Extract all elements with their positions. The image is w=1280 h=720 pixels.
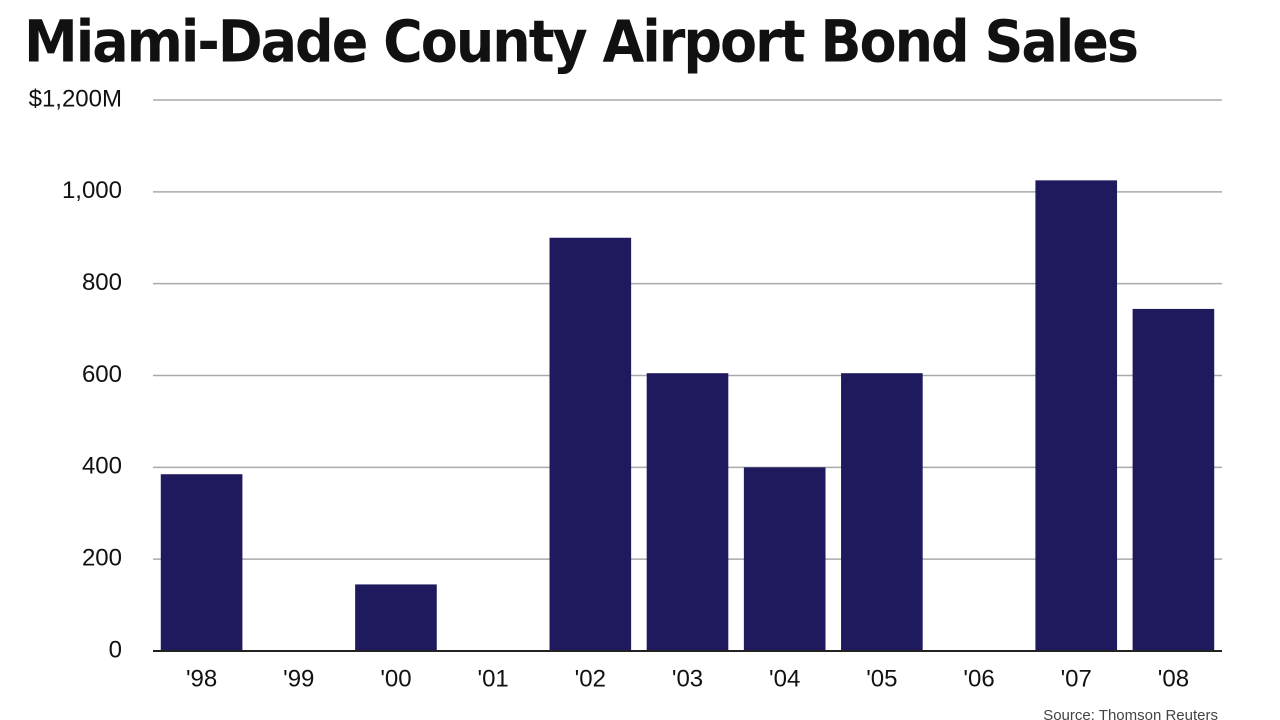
x-tick-label: '99: [283, 665, 314, 692]
x-tick-label: '03: [672, 665, 703, 692]
y-tick-label: 400: [82, 453, 122, 480]
x-tick-label: '07: [1061, 665, 1092, 692]
chart-title: Miami-Dade County Airport Bond Sales: [24, 9, 1137, 76]
bar: [841, 373, 923, 651]
x-tick-label: '01: [477, 665, 508, 692]
bar: [1035, 180, 1118, 651]
source-note: Source: Thomson Reuters: [1043, 707, 1218, 720]
bar: [355, 584, 437, 651]
x-tick-label: '00: [380, 665, 411, 692]
y-tick-label: 0: [109, 636, 122, 663]
bar: [160, 474, 243, 651]
y-tick-label: 600: [82, 361, 122, 388]
bar: [646, 373, 729, 651]
x-tick-label: '98: [186, 665, 217, 692]
x-tick-label: '05: [866, 665, 897, 692]
x-tick-label: '08: [1158, 665, 1189, 692]
y-tick-label: 200: [82, 545, 122, 572]
x-tick-label: '06: [963, 665, 994, 692]
bar: [743, 467, 826, 651]
y-tick-label: 800: [82, 269, 122, 296]
bar: [549, 237, 632, 651]
x-tick-label: '04: [769, 665, 800, 692]
y-tick-label: $1,200M: [29, 85, 122, 112]
y-tick-label: 1,000: [62, 177, 122, 204]
bar: [1132, 308, 1215, 651]
x-tick-label: '02: [575, 665, 606, 692]
